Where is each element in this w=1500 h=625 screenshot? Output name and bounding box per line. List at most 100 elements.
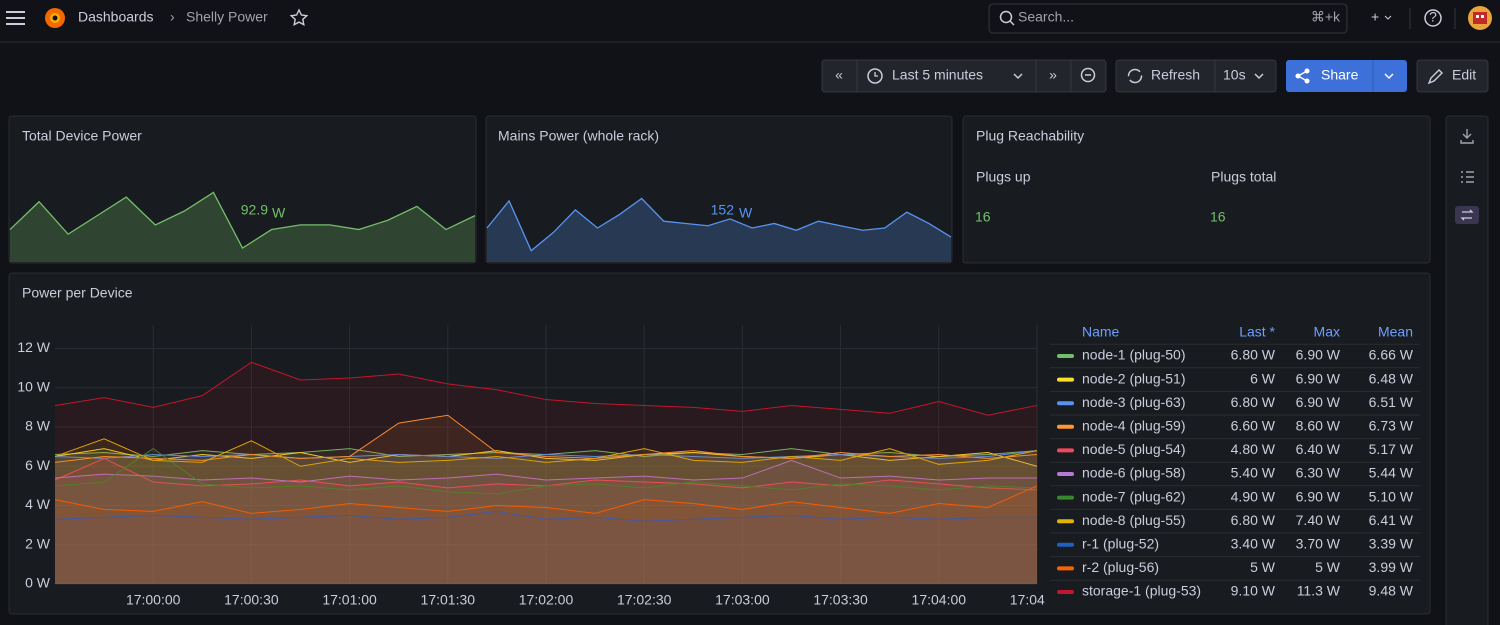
legend-value: 6.51 W	[1369, 394, 1414, 410]
time-picker[interactable]	[821, 59, 1107, 93]
share-button[interactable]	[1286, 60, 1407, 92]
help-icon[interactable]	[1424, 9, 1442, 27]
sparkline	[9, 191, 476, 250]
series-area	[55, 460, 1037, 584]
zoom-out[interactable]	[1080, 67, 1096, 83]
search-icon	[1009, 20, 1015, 26]
legend-value: 6.40 W	[1296, 441, 1341, 457]
series-area	[55, 362, 1037, 584]
shift-forward[interactable]: »	[1049, 67, 1057, 83]
toggle-icon	[1460, 209, 1474, 221]
refresh-interval[interactable]: 10s	[1223, 67, 1246, 83]
breadcrumb[interactable]: Dashboards	[78, 9, 154, 25]
legend-value: 6 W	[1250, 370, 1276, 386]
legend-value: 6.90 W	[1296, 488, 1341, 504]
shift-back[interactable]: «	[835, 67, 843, 83]
toggle-icon-bg[interactable]	[1455, 206, 1479, 224]
edit-button[interactable]	[1416, 59, 1489, 93]
series-area	[55, 415, 1037, 584]
refresh-button[interactable]: Refresh	[1151, 67, 1200, 83]
legend-value: 6.80 W	[1231, 394, 1276, 410]
series-area	[55, 448, 1037, 584]
legend-value: 3.99 W	[1369, 559, 1414, 575]
legend-name[interactable]: node-5 (plug-54)	[1082, 441, 1186, 457]
sparkline-area	[10, 192, 475, 262]
legend-value: 5.10 W	[1369, 488, 1414, 504]
x-tick-label: 17:02:30	[617, 592, 672, 608]
legend-value: 4.90 W	[1231, 488, 1276, 504]
series-line	[54, 510, 1037, 522]
x-tick-label: 17:04:00	[912, 592, 967, 608]
edit-label: Edit	[1452, 67, 1476, 83]
series-area	[55, 438, 1037, 584]
legend-name[interactable]: node-4 (plug-59)	[1082, 418, 1186, 434]
legend-name[interactable]: node-7 (plug-62)	[1082, 488, 1186, 504]
breadcrumb-separator: ›	[170, 9, 175, 25]
legend-name[interactable]: node-2 (plug-51)	[1082, 370, 1186, 386]
share-label: Share	[1321, 67, 1359, 83]
legend-name[interactable]: storage-1 (plug-53)	[1082, 583, 1201, 599]
menu-icon[interactable]	[6, 11, 25, 25]
legend-value: 5 W	[1315, 559, 1341, 575]
legend-value: 6.90 W	[1296, 347, 1341, 363]
import-icon[interactable]	[1460, 129, 1474, 144]
legend-name[interactable]: node-6 (plug-58)	[1082, 465, 1186, 481]
clock-icon	[867, 68, 883, 84]
stat-value: 152	[711, 202, 735, 218]
side-toolbar	[1445, 115, 1489, 625]
legend-header: Mean	[1378, 324, 1413, 340]
y-tick-label: 0 W	[25, 575, 51, 591]
logo[interactable]	[45, 8, 65, 28]
avatar[interactable]	[1468, 6, 1492, 30]
share-caret[interactable]	[1384, 73, 1394, 80]
stat-value: 16	[975, 209, 991, 225]
stat-label: Plugs up	[976, 169, 1031, 185]
legend-name[interactable]: r-2 (plug-56)	[1082, 559, 1159, 575]
add-button[interactable]: +	[1371, 9, 1379, 25]
stat-unit: W	[739, 205, 753, 221]
legend-value: 8.60 W	[1296, 418, 1341, 434]
panel	[962, 115, 1431, 264]
stat-value: 16	[1210, 209, 1226, 225]
legend-value: 9.48 W	[1369, 583, 1414, 599]
x-tick-label: 17:04:30	[1010, 592, 1065, 608]
legend-name[interactable]: node-8 (plug-55)	[1082, 512, 1186, 528]
legend-value: 11.3 W	[1297, 583, 1341, 599]
legend-value: 6.80 W	[1231, 347, 1276, 363]
outline-icon[interactable]	[1461, 171, 1474, 183]
legend-value: 6.60 W	[1231, 418, 1276, 434]
legend-name[interactable]: node-1 (plug-50)	[1082, 347, 1186, 363]
search-shortcut: ⌘+k	[1311, 9, 1341, 25]
y-tick-label: 12 W	[17, 339, 50, 355]
sparkline-area	[487, 198, 951, 262]
legend-value: 6.66 W	[1369, 347, 1414, 363]
series-line	[54, 485, 1038, 514]
refresh-picker[interactable]	[1115, 59, 1277, 93]
search-box[interactable]	[988, 3, 1348, 34]
share-icon	[1295, 68, 1310, 84]
legend-value: 6.73 W	[1369, 418, 1414, 434]
panel-title: Plug Reachability	[976, 128, 1084, 144]
x-tick-label: 17:02:00	[519, 592, 574, 608]
x-tick-label: 17:01:30	[421, 592, 476, 608]
star-icon[interactable]	[289, 8, 309, 27]
legend-value: 5.44 W	[1369, 465, 1414, 481]
series-line	[54, 459, 1037, 483]
x-tick-label: 17:00:00	[126, 592, 181, 608]
panel	[485, 115, 953, 264]
caret	[1013, 73, 1023, 80]
stat-unit: W	[272, 205, 286, 221]
legend-name[interactable]: r-1 (plug-52)	[1082, 536, 1159, 552]
legend-name[interactable]: node-3 (plug-63)	[1082, 394, 1186, 410]
x-tick-label: 17:03:00	[715, 592, 770, 608]
help-glyph: ?	[1429, 9, 1437, 25]
legend-value: 5 W	[1250, 559, 1276, 575]
caret	[1254, 73, 1264, 80]
time-range[interactable]: Last 5 minutes	[892, 67, 983, 83]
panel-title: Mains Power (whole rack)	[498, 128, 659, 144]
clock-hand	[874, 72, 878, 77]
y-tick-label: 10 W	[17, 378, 50, 394]
series-area	[55, 511, 1037, 584]
